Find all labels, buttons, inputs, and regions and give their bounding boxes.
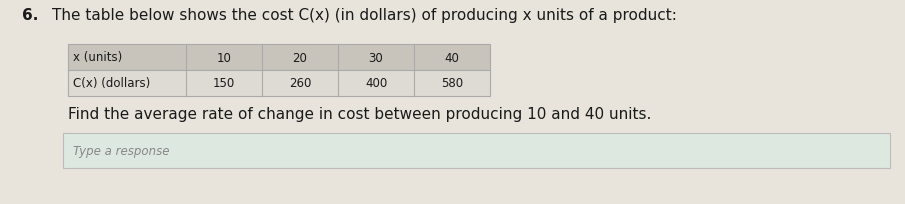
Text: The table below shows the cost C(x) (in dollars) of producing x units of a produ: The table below shows the cost C(x) (in … xyxy=(52,8,677,23)
Bar xyxy=(68,45,490,71)
Text: x (units): x (units) xyxy=(73,51,122,64)
Text: Find the average rate of change in cost between producing 10 and 40 units.: Find the average rate of change in cost … xyxy=(68,106,652,121)
Text: 260: 260 xyxy=(289,77,311,90)
Bar xyxy=(68,71,490,96)
Bar xyxy=(63,133,890,168)
Text: Type a response: Type a response xyxy=(73,144,169,157)
Text: 6.: 6. xyxy=(22,8,38,23)
Text: 40: 40 xyxy=(444,51,460,64)
Text: 150: 150 xyxy=(213,77,235,90)
Text: 30: 30 xyxy=(368,51,384,64)
Text: 580: 580 xyxy=(441,77,463,90)
Text: 20: 20 xyxy=(292,51,308,64)
Text: 10: 10 xyxy=(216,51,232,64)
Bar xyxy=(68,45,490,96)
Text: 400: 400 xyxy=(365,77,387,90)
Text: Ċ(x) (dollars): Ċ(x) (dollars) xyxy=(73,77,150,90)
